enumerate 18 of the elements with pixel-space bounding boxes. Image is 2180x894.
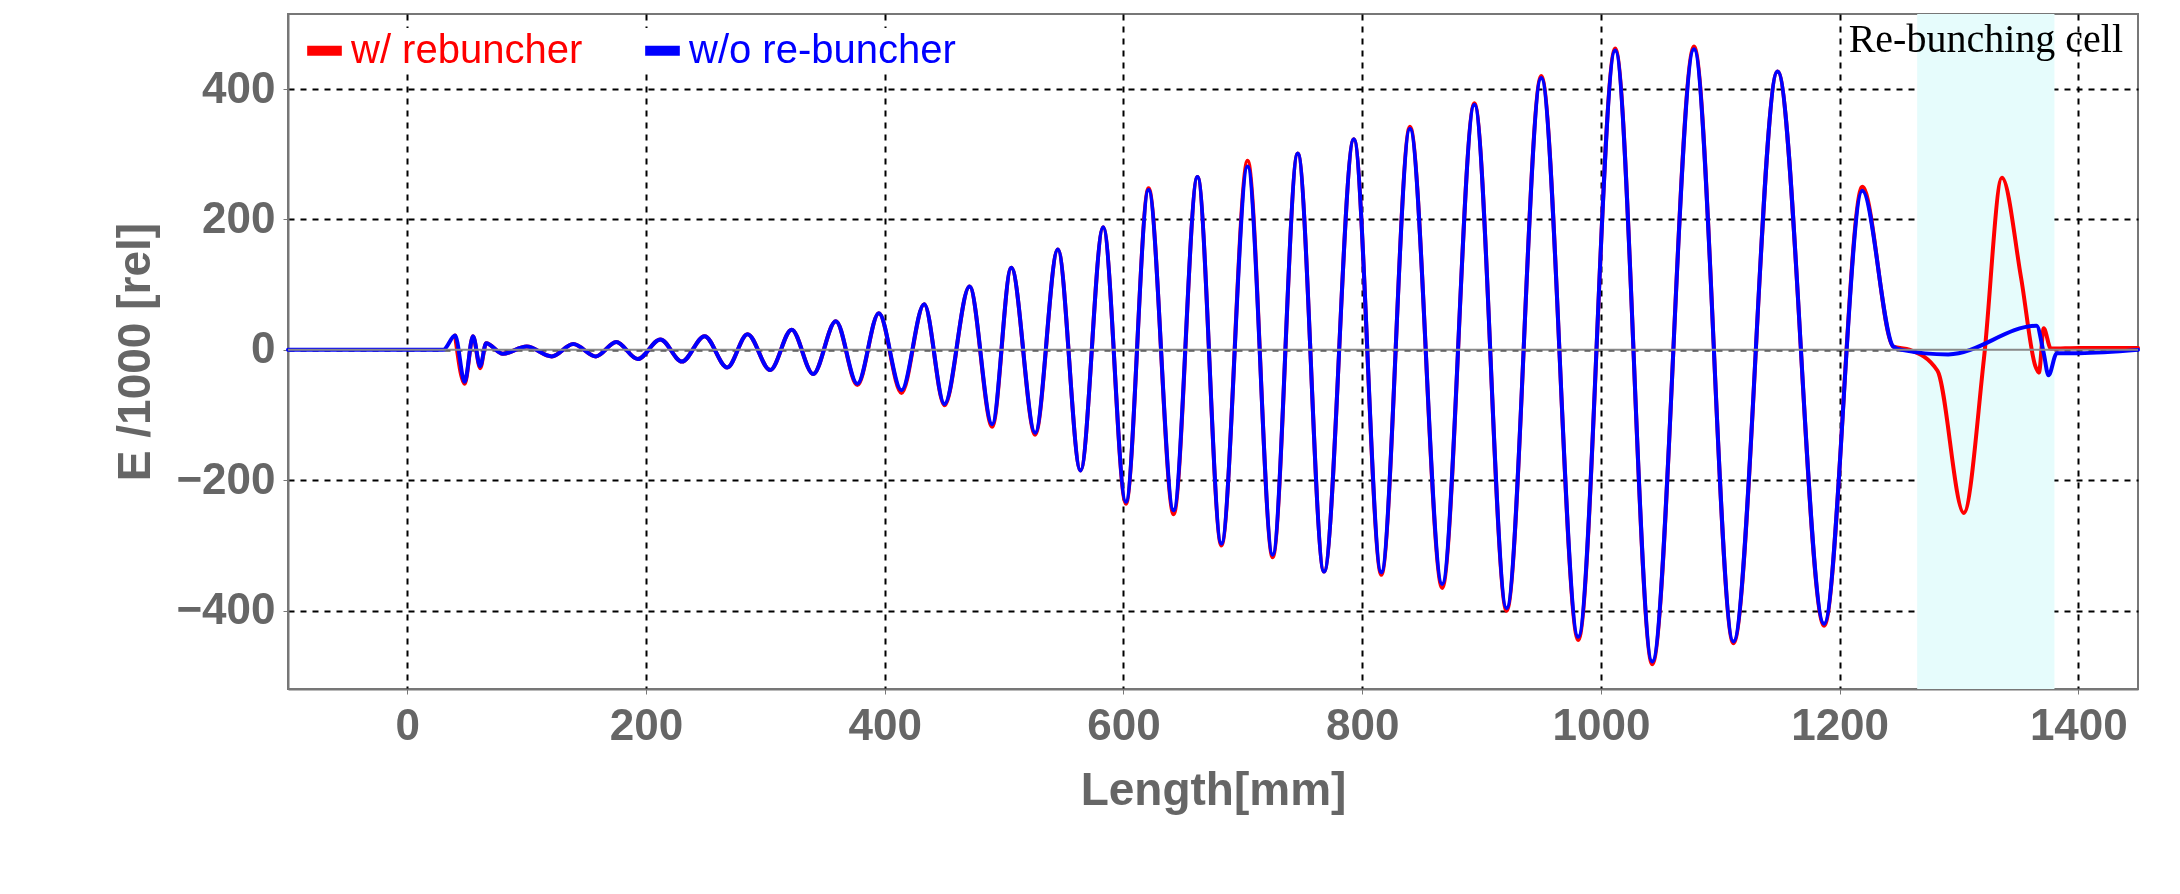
x-tick-label: 200 <box>609 699 684 749</box>
y-tick-label: 400 <box>202 62 276 112</box>
legend-label: w/o re-buncher <box>688 26 956 71</box>
y-tick-label: −400 <box>176 584 276 634</box>
band-label: Re-bunching cell <box>1848 16 2123 61</box>
y-axis-title: E /1000 [rel] <box>108 222 161 482</box>
x-tick-label: 1000 <box>1552 699 1651 749</box>
legend-label: w/ rebuncher <box>350 26 583 71</box>
x-tick-label: 1400 <box>2029 699 2128 749</box>
x-tick-label: 600 <box>1087 699 1161 749</box>
x-axis-title: Length[mm] <box>1080 762 1347 815</box>
x-tick-label: 1200 <box>1791 699 1890 749</box>
x-tick-label: 0 <box>395 699 421 749</box>
y-tick-label: −200 <box>176 453 276 503</box>
y-tick-label: 200 <box>202 192 276 242</box>
x-tick-label: 800 <box>1325 699 1400 749</box>
x-tick-label: 400 <box>848 699 922 749</box>
y-tick-label: 0 <box>251 323 276 373</box>
